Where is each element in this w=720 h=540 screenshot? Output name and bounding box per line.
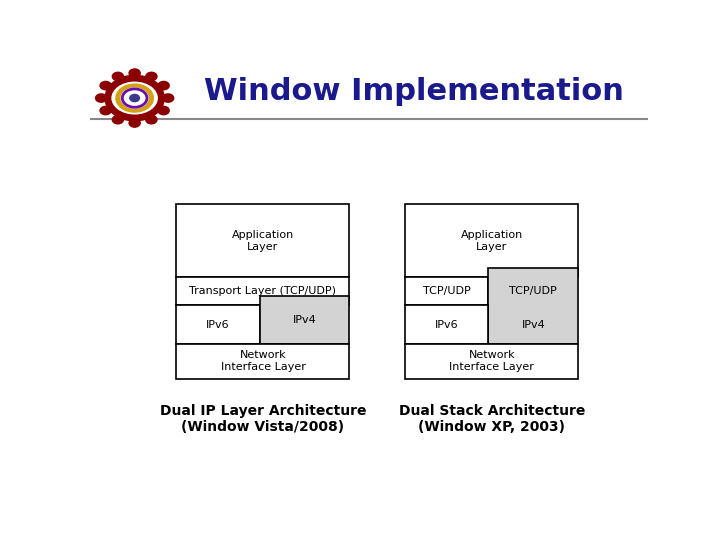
Circle shape: [96, 94, 107, 102]
Text: Application
Layer: Application Layer: [232, 230, 294, 252]
Circle shape: [158, 82, 169, 90]
Text: Network
Interface Layer: Network Interface Layer: [220, 350, 305, 372]
Text: IPv4: IPv4: [521, 320, 545, 329]
Text: Dual Stack Architecture
(Window XP, 2003): Dual Stack Architecture (Window XP, 2003…: [399, 404, 585, 434]
Text: Window Implementation: Window Implementation: [204, 77, 624, 106]
Circle shape: [145, 116, 157, 124]
Bar: [176, 344, 349, 379]
Circle shape: [100, 106, 111, 114]
Bar: [405, 344, 578, 379]
Bar: [176, 278, 349, 306]
Circle shape: [145, 72, 157, 80]
Circle shape: [112, 81, 158, 115]
Bar: [405, 278, 488, 306]
Bar: [405, 306, 488, 344]
Text: IPv6: IPv6: [206, 320, 230, 329]
Circle shape: [130, 94, 140, 102]
Bar: [488, 268, 578, 344]
Circle shape: [100, 82, 111, 90]
Bar: [259, 296, 349, 344]
Bar: [405, 204, 578, 278]
Text: TCP/UDP: TCP/UDP: [510, 286, 557, 296]
Circle shape: [163, 94, 174, 102]
Circle shape: [112, 72, 124, 80]
Circle shape: [129, 69, 140, 77]
Bar: [176, 306, 259, 344]
Bar: [176, 204, 349, 278]
Circle shape: [129, 119, 140, 127]
Text: IPv6: IPv6: [435, 320, 459, 329]
Circle shape: [116, 84, 153, 112]
Text: Transport Layer (TCP/UDP): Transport Layer (TCP/UDP): [189, 286, 336, 296]
Text: IPv4: IPv4: [292, 315, 316, 325]
Circle shape: [121, 88, 148, 108]
Text: Application
Layer: Application Layer: [461, 230, 523, 252]
Circle shape: [112, 116, 124, 124]
Text: Network
Interface Layer: Network Interface Layer: [449, 350, 534, 372]
Text: Dual IP Layer Architecture
(Window Vista/2008): Dual IP Layer Architecture (Window Vista…: [160, 404, 366, 434]
Circle shape: [158, 106, 169, 114]
Text: TCP/UDP: TCP/UDP: [423, 286, 471, 296]
